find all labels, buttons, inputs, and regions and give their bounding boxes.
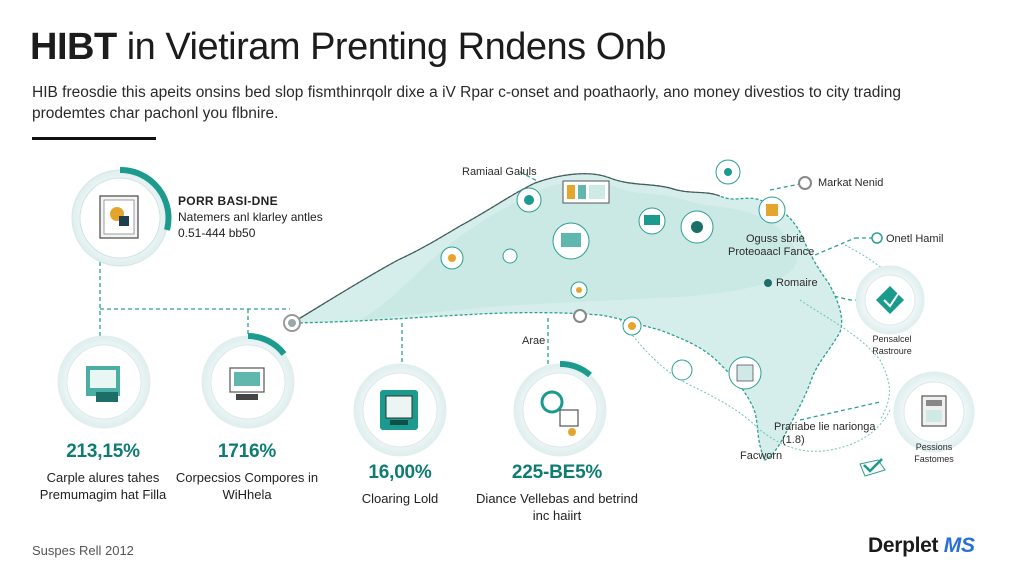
source-note: Suspes Rell 2012 [32,543,134,558]
top-stat-line1: Natemers anl klarley antles [178,210,323,224]
stat-1-description: Carple alures tahes Premumagim hat Filla [39,470,167,502]
title-bold: HIBT [30,26,117,68]
top-stat-heading: PORR BASI-DNE [178,194,278,208]
label-proteo: Proteoaacl Fance [728,246,815,258]
stat-4-percent: 225-BE5% [511,462,603,483]
label-onetl: Onetl Hamil [886,233,944,245]
stat-1: 213,15% Carple alures tahes Premumagim h… [18,441,188,503]
label-facworn: Facworn [740,450,783,462]
page-title: HIBT in Vietiram Prenting Rndens Onb [30,26,667,69]
node-right-2 [893,371,975,453]
title-rest: in Vietiram Prenting Rndens Onb [116,26,667,68]
brand-logo: Derplet MS [868,534,975,558]
top-stat-line2: 0.51-444 bb50 [178,226,256,240]
stat-2-percent: 1716% [217,441,277,462]
document-icon [99,195,139,239]
stat-2: 1716% Corpecsios Compores in WiHhela [162,441,332,503]
stat-1-percent: 213,15% [66,441,140,462]
stat-3-percent: 16,00% [368,462,432,483]
node-right-1 [855,265,925,335]
map-coastline [291,173,721,324]
stat-3-description: Cloaring Lold [361,491,439,506]
label-ramaire: Romaire [776,277,818,289]
title-underline [32,137,156,140]
label-oguss: Oguss sbrie [746,233,805,245]
label-rustroure: Rastroure [872,346,912,356]
brand-main: Derplet [868,534,944,557]
checkmark-icon [859,458,886,477]
node-stat-2 [201,333,295,429]
label-ramial: Ramiaal Galuls [462,166,537,178]
label-fastomes: Fastomes [914,454,954,464]
brand-accent: MS [943,534,975,557]
map-icons [440,159,786,390]
node-top-progress [119,166,172,231]
page-subtitle: HIB freosdie this apeits onsins bed slop… [32,84,902,122]
label-code: (1.8) [782,434,805,446]
stat-4-description: Diance Vellebas and betrind inc haiirt [476,491,638,523]
node-stat-1 [57,335,151,429]
label-prariabe: Prariabe lie narionga [774,421,876,433]
node-stat-3 [353,363,447,457]
stat-2-description: Corpecsios Compores in WiHhela [175,470,319,502]
stat-3: 16,00% Cloaring Lold [315,462,485,507]
node-stat-4 [513,360,607,457]
stat-4: 225-BE5% Diance Vellebas and betrind inc… [472,462,642,524]
label-arae: Arae [522,335,546,347]
label-market: Markat Nenid [818,177,884,189]
top-stat: PORR BASI-DNE Natemers anl klarley antle… [178,193,323,241]
label-pessions: Pessions [915,442,953,452]
label-pensalcel: Pensalcel [872,334,912,344]
junction-dots [283,176,883,332]
